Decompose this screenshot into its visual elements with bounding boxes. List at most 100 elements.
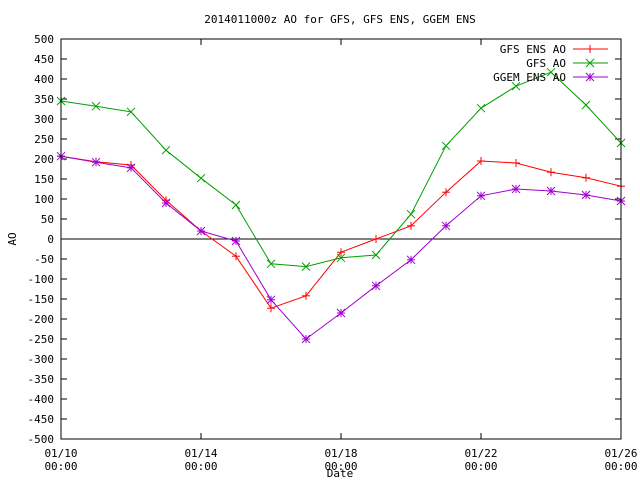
data-point <box>371 250 381 260</box>
data-point <box>581 190 591 200</box>
y-tick-label: 450 <box>34 53 54 66</box>
marker-stroke <box>91 157 101 167</box>
marker-stroke <box>406 255 416 265</box>
data-point <box>302 291 310 300</box>
marker-stroke <box>511 184 521 194</box>
marker-stroke <box>546 186 556 196</box>
data-point <box>231 236 241 246</box>
series-group <box>56 67 626 344</box>
y-tick-label: -400 <box>28 393 55 406</box>
axis-ticks <box>60 38 622 440</box>
x-tick-label: 00:00 <box>44 460 77 473</box>
x-tick-labels: 01/1000:0001/1400:0001/1800:0001/2200:00… <box>44 447 637 473</box>
y-tick-label: -500 <box>28 433 55 446</box>
y-tick-label: 300 <box>34 113 54 126</box>
data-point <box>267 304 275 313</box>
marker-stroke <box>301 334 311 344</box>
x-tick-label: 00:00 <box>604 460 637 473</box>
marker-stroke <box>511 81 521 91</box>
data-point <box>161 198 171 208</box>
data-point <box>91 101 101 111</box>
y-tick-labels: -500-450-400-350-300-250-200-150-100-500… <box>28 33 55 446</box>
marker-stroke <box>196 226 206 236</box>
marker-stroke <box>546 67 556 77</box>
marker-stroke <box>406 209 416 219</box>
data-point <box>441 221 451 231</box>
data-point <box>511 184 521 194</box>
marker-stroke <box>476 191 486 201</box>
data-point <box>476 103 486 113</box>
y-tick-label: -200 <box>28 313 55 326</box>
x-axis-label: Date <box>327 467 354 480</box>
marker-stroke <box>266 259 276 269</box>
x-tick-label: 00:00 <box>184 460 217 473</box>
y-tick-label: -300 <box>28 353 55 366</box>
y-tick-label: 200 <box>34 153 54 166</box>
data-point <box>546 186 556 196</box>
y-tick-label: 350 <box>34 93 54 106</box>
y-tick-label: 100 <box>34 193 54 206</box>
data-point <box>371 281 381 291</box>
data-point <box>266 259 276 269</box>
marker-stroke <box>266 295 276 305</box>
y-tick-label: -100 <box>28 273 55 286</box>
data-point <box>266 295 276 305</box>
series-line <box>60 71 622 268</box>
series-ggem-ens-ao <box>56 151 626 344</box>
x-tick-label: 00:00 <box>324 460 357 473</box>
marker-stroke <box>476 103 486 113</box>
marker-stroke <box>336 253 346 263</box>
marker-stroke <box>126 107 136 117</box>
data-point <box>91 157 101 167</box>
x-tick-label: 01/22 <box>464 447 497 460</box>
marker-stroke <box>585 58 595 68</box>
x-tick-label: 01/26 <box>604 447 637 460</box>
plot-frame <box>60 38 622 440</box>
data-point <box>231 200 241 210</box>
data-point <box>196 173 206 183</box>
data-point <box>126 163 136 173</box>
series-gfs-ao <box>56 67 626 271</box>
x-tick-label: 01/18 <box>324 447 357 460</box>
y-tick-label: -350 <box>28 373 55 386</box>
y-tick-label: 250 <box>34 133 54 146</box>
data-point <box>407 221 415 230</box>
x-tick-label: 01/10 <box>44 447 77 460</box>
y-tick-label: 150 <box>34 173 54 186</box>
data-point <box>585 72 595 82</box>
data-point <box>301 262 311 271</box>
marker-stroke <box>126 163 136 173</box>
legend-label: GFS ENS AO <box>500 43 566 56</box>
y-tick-label: 400 <box>34 73 54 86</box>
marker-stroke <box>336 308 346 318</box>
data-point <box>301 334 311 344</box>
series-line <box>60 155 622 309</box>
data-point <box>582 173 590 182</box>
y-tick-label: 500 <box>34 33 54 46</box>
data-point <box>547 168 555 177</box>
marker-stroke <box>301 262 311 271</box>
marker-stroke <box>371 250 381 260</box>
y-tick-label: -150 <box>28 293 55 306</box>
marker-stroke <box>441 141 451 151</box>
data-point <box>511 81 521 91</box>
data-point <box>441 141 451 151</box>
marker-stroke <box>585 72 595 82</box>
marker-stroke <box>231 200 241 210</box>
data-point <box>477 157 485 165</box>
x-tick-label: 01/14 <box>184 447 217 460</box>
data-point <box>581 100 591 110</box>
data-point <box>232 252 240 261</box>
data-point <box>476 191 486 201</box>
data-point <box>372 235 380 243</box>
marker-stroke <box>196 173 206 183</box>
data-point <box>336 308 346 318</box>
y-tick-label: -50 <box>34 253 54 266</box>
marker-stroke <box>441 221 451 231</box>
data-point <box>546 67 556 77</box>
data-point <box>126 107 136 117</box>
series-gfs-ens-ao <box>57 152 625 313</box>
y-axis-label: AO <box>6 232 19 245</box>
marker-stroke <box>231 236 241 246</box>
